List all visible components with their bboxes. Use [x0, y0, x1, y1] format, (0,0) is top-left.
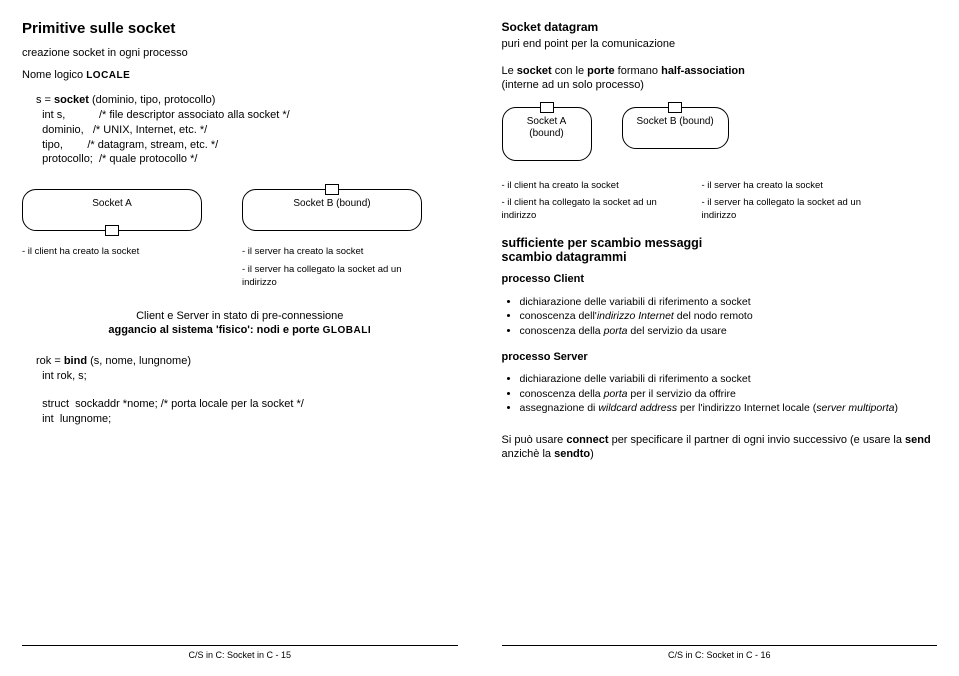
- right-subtitle: puri end point per la comunicazione: [502, 38, 938, 50]
- suff1: sufficiente per scambio messaggi: [502, 236, 938, 250]
- s3d: server multiporta: [816, 402, 894, 414]
- s2b: porta: [604, 388, 628, 400]
- assoc-line1: Le socket con le porte formano half-asso…: [502, 64, 938, 78]
- left-sub2b: LOCALE: [86, 70, 130, 81]
- left-mid: Client e Server in stato di pre-connessi…: [22, 309, 458, 338]
- s3e: ): [894, 402, 898, 414]
- right-diag-b-col: Socket B (bound): [622, 107, 729, 149]
- n1c: per specificare il partner di ogni invio…: [609, 434, 906, 446]
- right-caption-row: - il client ha creato la socket - il cli…: [502, 179, 938, 227]
- left-cap-a: - il client ha creato la socket: [22, 245, 202, 258]
- s2c: per il servizio da offrire: [628, 388, 736, 400]
- left-mid1: Client e Server in stato di pre-connessi…: [22, 309, 458, 323]
- right-cap-right: - il server ha creato la socket - il ser…: [702, 179, 882, 227]
- suff-head: sufficiente per scambio messaggi scambio…: [502, 236, 938, 264]
- left-col-a: Socket A - il client ha creato la socket: [22, 189, 202, 262]
- s2a: conoscenza della: [520, 388, 604, 400]
- c1: dichiarazione delle variabili di riferim…: [520, 296, 938, 310]
- assoc-line2: (interne ad un solo processo): [502, 78, 938, 92]
- capRB1: - il server ha creato la socket: [702, 179, 882, 192]
- left-mid2: aggancio al sistema 'fisico': nodi e por…: [22, 323, 458, 337]
- socket-b-label: Socket B (bound): [293, 198, 370, 209]
- code1-l4: tipo, /* datagram, stream, etc. */: [36, 138, 458, 153]
- right-footer: C/S in C: Socket in C - 16: [502, 645, 938, 660]
- page-right: Socket datagram puri end point per la co…: [480, 0, 959, 676]
- left-footer: C/S in C: Socket in C - 15: [22, 645, 458, 660]
- socket-a-box: Socket A: [22, 189, 202, 231]
- left-cap-b: - il server ha creato la socket - il ser…: [242, 245, 422, 289]
- c2b: indirizzo Internet: [597, 310, 674, 322]
- right-diag-a-col: Socket A (bound): [502, 107, 592, 161]
- page-left: Primitive sulle socket creazione socket …: [0, 0, 480, 676]
- left-col-b: Socket B (bound) - il server ha creato l…: [242, 189, 422, 293]
- left-code3: struct sockaddr *nome; /* porta locale p…: [36, 397, 458, 427]
- s3b: wildcard address: [598, 402, 677, 414]
- left-diagram: Socket A - il client ha creato la socket…: [22, 189, 458, 293]
- s3a: assegnazione di: [520, 402, 599, 414]
- left-sub2a: Nome logico: [22, 69, 86, 81]
- left-title: Primitive sulle socket: [22, 20, 458, 37]
- code1-l5: protocollo; /* quale protocollo */: [36, 152, 458, 167]
- right-socket-a: Socket A (bound): [502, 107, 592, 161]
- n1d: send: [905, 434, 931, 446]
- left-code1: s = socket (dominio, tipo, protocollo) i…: [36, 93, 458, 167]
- capA: - il client ha creato la socket: [22, 245, 202, 258]
- procS-head: processo Server: [502, 350, 938, 364]
- left-sub1: creazione socket in ogni processo: [22, 47, 458, 59]
- c2a: conoscenza dell': [520, 310, 597, 322]
- s3: assegnazione di wildcard address per l'i…: [520, 402, 938, 416]
- code3-l2: int lungnome;: [36, 412, 458, 427]
- capB1: - il server ha creato la socket: [242, 245, 422, 258]
- left-mid2b: GLOBALI: [323, 325, 372, 336]
- c3c: del servizio da usare: [628, 325, 727, 337]
- port-icon: [105, 225, 119, 236]
- s1: dichiarazione delle variabili di riferim…: [520, 373, 938, 387]
- c3a: conoscenza della: [520, 325, 604, 337]
- left-subtitle-block: creazione socket in ogni processo Nome l…: [22, 47, 458, 81]
- r-boxA2: (bound): [529, 128, 563, 139]
- n1a: Si può usare: [502, 434, 567, 446]
- port-icon: [540, 102, 554, 113]
- procC-head: processo Client: [502, 272, 938, 286]
- capB2: - il server ha collegato la socket ad un…: [242, 263, 422, 290]
- code1-l1: s = socket (dominio, tipo, protocollo): [36, 93, 458, 108]
- capRB2: - il server ha collegato la socket ad un…: [702, 196, 882, 223]
- client-bullets: dichiarazione delle variabili di riferim…: [502, 295, 938, 340]
- code2-l1: rok = bind (s, nome, lungnome): [36, 354, 458, 369]
- port-icon: [325, 184, 339, 195]
- socket-b-box: Socket B (bound): [242, 189, 422, 231]
- left-code2: rok = bind (s, nome, lungnome) int rok, …: [36, 354, 458, 384]
- right-assoc: Le socket con le porte formano half-asso…: [502, 64, 938, 93]
- server-bullets: dichiarazione delle variabili di riferim…: [502, 372, 938, 417]
- capLA2: - il client ha collegato la socket ad un…: [502, 196, 682, 223]
- n1g: ): [590, 448, 594, 460]
- left-sub2: Nome logico LOCALE: [22, 69, 458, 81]
- suff2: scambio datagrammi: [502, 250, 938, 264]
- c2: conoscenza dell'indirizzo Internet del n…: [520, 310, 938, 324]
- right-diagram: Socket A (bound) Socket B (bound): [502, 107, 938, 161]
- right-cap-left: - il client ha creato la socket - il cli…: [502, 179, 682, 227]
- c3b: porta: [604, 325, 628, 337]
- r-boxB: Socket B (bound): [637, 116, 714, 127]
- c2c: del nodo remoto: [674, 310, 753, 322]
- c3: conoscenza della porta del servizio da u…: [520, 325, 938, 339]
- code2-l2: int rok, s;: [36, 369, 458, 384]
- right-title: Socket datagram: [502, 20, 938, 34]
- capLA1: - il client ha creato la socket: [502, 179, 682, 192]
- port-icon: [668, 102, 682, 113]
- left-mid2a: aggancio al sistema 'fisico': nodi e por…: [108, 324, 322, 336]
- code3-l1: struct sockaddr *nome; /* porta locale p…: [36, 397, 458, 412]
- n1e: anzichè la: [502, 448, 555, 460]
- s2: conoscenza della porta per il servizio d…: [520, 388, 938, 402]
- right-note: Si può usare connect per specificare il …: [502, 433, 938, 462]
- s3c: per l'indirizzo Internet locale (: [677, 402, 816, 414]
- right-socket-b: Socket B (bound): [622, 107, 729, 149]
- n1f: sendto: [554, 448, 590, 460]
- socket-a-label: Socket A: [92, 198, 131, 209]
- n1b: connect: [566, 434, 608, 446]
- code1-l2: int s, /* file descriptor associato alla…: [36, 108, 458, 123]
- r-boxA1: Socket A: [527, 116, 566, 127]
- code1-l3: dominio, /* UNIX, Internet, etc. */: [36, 123, 458, 138]
